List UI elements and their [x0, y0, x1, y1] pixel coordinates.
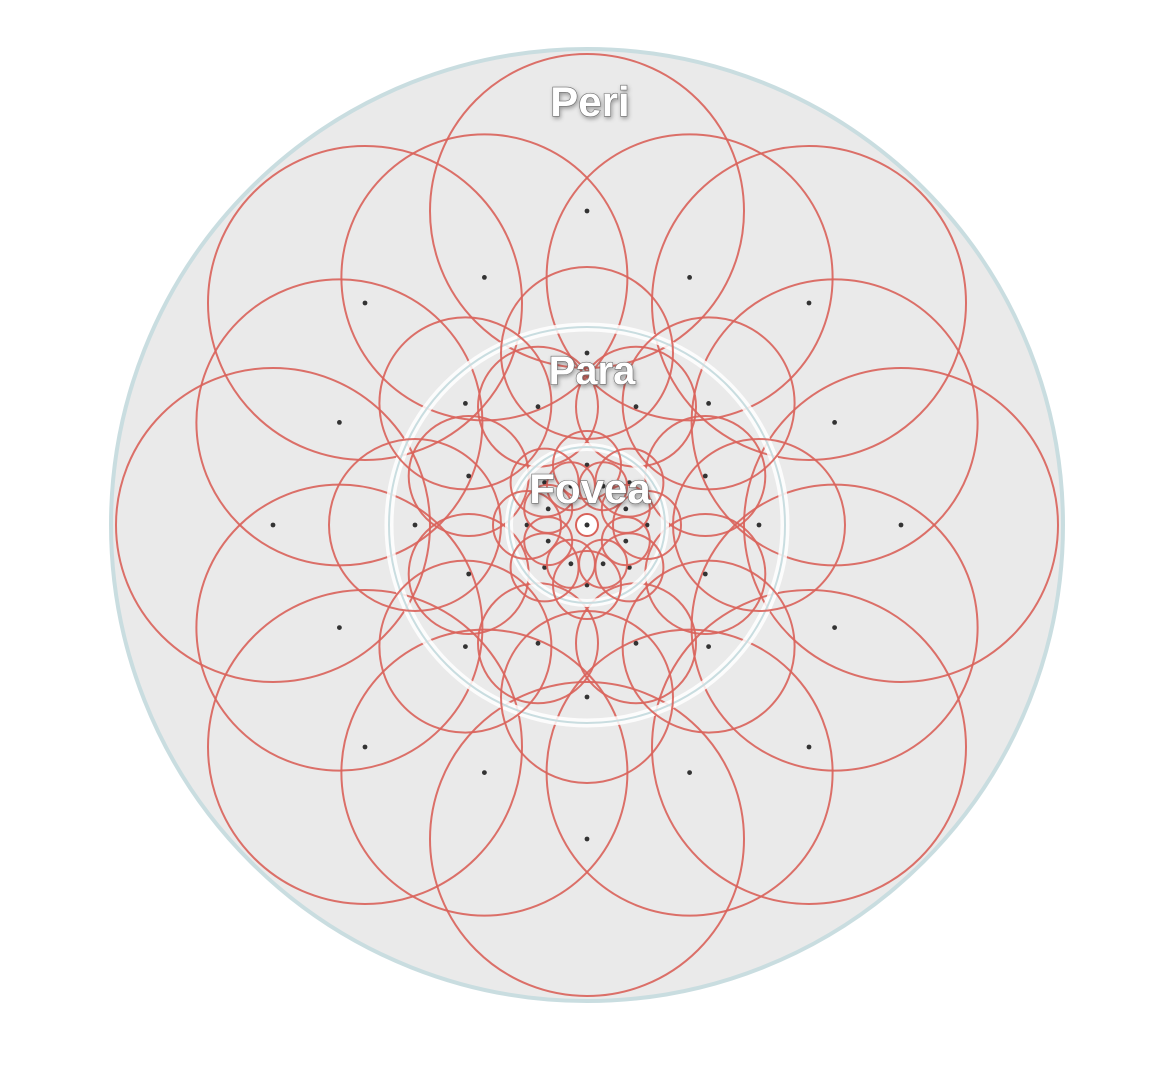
fovea-receptive-field	[612, 490, 682, 560]
peri-field-center-dot	[584, 836, 590, 842]
para-receptive-field	[500, 266, 674, 440]
para-field-center-dot	[706, 401, 711, 406]
fovea-field-center-dot	[542, 480, 547, 485]
peri-field-center-dot	[584, 208, 590, 214]
peri-field-center-dot	[806, 744, 812, 750]
fovea-field-center-dot	[542, 565, 547, 570]
peri-field-center-dot	[362, 744, 368, 750]
peri-receptive-field	[743, 367, 1059, 683]
para-field-center-dot	[412, 522, 418, 528]
para-label: Para	[549, 349, 636, 393]
fovea-receptive-field	[492, 490, 562, 560]
para-receptive-field	[378, 316, 553, 491]
fovea-label: Fovea	[529, 465, 651, 512]
peri-field-center-dot	[337, 420, 342, 425]
fovea-field-center-dot	[545, 538, 551, 544]
para-receptive-field	[500, 610, 674, 784]
para-receptive-field	[621, 559, 796, 734]
peri-field-center-dot	[482, 275, 487, 280]
fovea-receptive-fields	[492, 430, 682, 620]
fovea-field-center-dot	[545, 506, 551, 512]
fovea-receptive-field	[600, 483, 651, 534]
fovea-field-center-dot	[623, 538, 629, 544]
peri-receptive-field	[207, 589, 523, 905]
fovea-field-center-dot	[627, 565, 632, 570]
para-field-center-dot	[633, 640, 639, 646]
para-field-center-dot	[706, 644, 711, 649]
para-field-center-dot	[463, 401, 468, 406]
para-field-center-dot	[466, 473, 472, 479]
peri-receptive-field	[207, 145, 523, 461]
para-field-center-dot	[756, 522, 762, 528]
peri-receptive-field	[429, 53, 745, 369]
para-receptive-field	[328, 438, 502, 612]
fovea-receptive-field	[545, 538, 596, 589]
para-receptive-field	[672, 438, 846, 612]
fovea-receptive-field	[545, 461, 596, 512]
para-field-center-dot	[702, 473, 708, 479]
peri-field-center-dot	[832, 625, 837, 630]
fovea-receptive-field	[552, 430, 622, 500]
fovea-receptive-field	[578, 461, 629, 512]
fovea-receptive-field	[523, 483, 574, 534]
fovea-receptive-field	[523, 516, 574, 567]
peri-label: Peri	[550, 78, 629, 125]
para-field-center-dot	[463, 644, 468, 649]
para-field-center-dot	[584, 694, 590, 700]
peri-field-center-dot	[687, 770, 692, 775]
center-dot	[584, 522, 590, 528]
peri-field-center-dot	[337, 625, 342, 630]
peri-receptive-field	[651, 589, 967, 905]
peri-receptive-field	[651, 145, 967, 461]
para-receptive-field	[621, 316, 796, 491]
peri-field-center-dot	[362, 300, 368, 306]
para-field-center-dot	[466, 571, 472, 577]
fovea-receptive-field	[600, 516, 651, 567]
peri-receptive-fields	[115, 53, 1059, 997]
para-field-center-dot	[584, 350, 590, 356]
peri-field-center-dot	[482, 770, 487, 775]
fovea-receptive-field	[578, 538, 629, 589]
peri-field-center-dot	[806, 300, 812, 306]
para-field-center-dot	[633, 404, 639, 410]
peri-receptive-field	[429, 681, 745, 997]
fovea-field-center-dot	[600, 483, 606, 489]
fovea-field-center-dot	[568, 483, 574, 489]
peri-receptive-field	[115, 367, 431, 683]
fovea-field-center-dot	[568, 561, 574, 567]
fovea-field-center-dot	[623, 506, 629, 512]
fovea-zone-outline	[508, 446, 666, 604]
fovea-receptive-field	[552, 550, 622, 620]
peri-field-center-dot	[687, 275, 692, 280]
fovea-field-center-dot	[627, 480, 632, 485]
para-field-center-dot	[702, 571, 708, 577]
para-field-center-dot	[535, 404, 541, 410]
para-field-center-dot	[535, 640, 541, 646]
fovea-field-center-dot	[600, 561, 606, 567]
peri-field-center-dot	[832, 420, 837, 425]
para-zone-outline	[388, 326, 786, 724]
para-receptive-field	[378, 559, 553, 734]
peri-field-center-dot	[898, 522, 904, 528]
peri-field-center-dot	[270, 522, 276, 528]
